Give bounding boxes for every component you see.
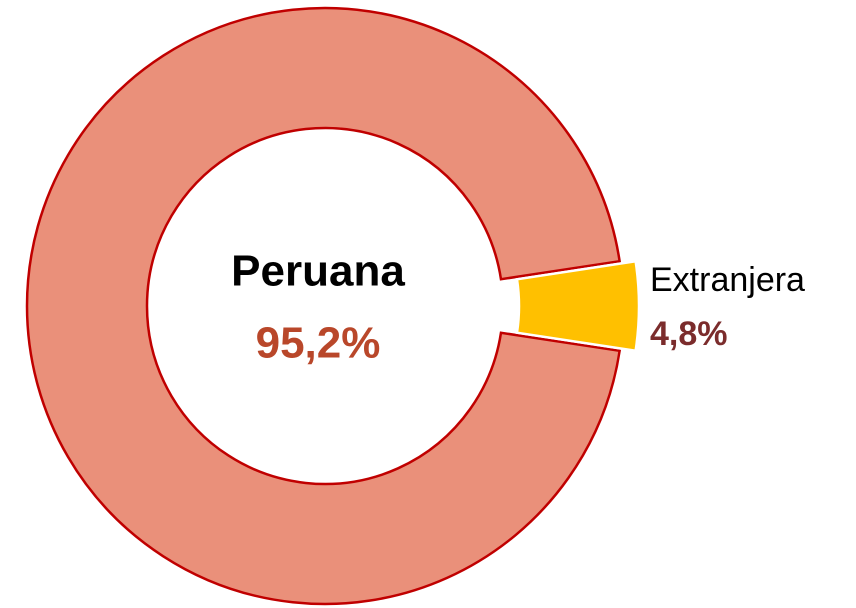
center-value-label: 95,2%: [256, 319, 381, 368]
outside-value-label: 4,8%: [650, 315, 728, 353]
outside-category-label: Extranjera: [650, 261, 805, 299]
center-category-label: Peruana: [231, 247, 405, 296]
donut-slice: [515, 259, 641, 353]
donut-slice: [25, 6, 622, 606]
